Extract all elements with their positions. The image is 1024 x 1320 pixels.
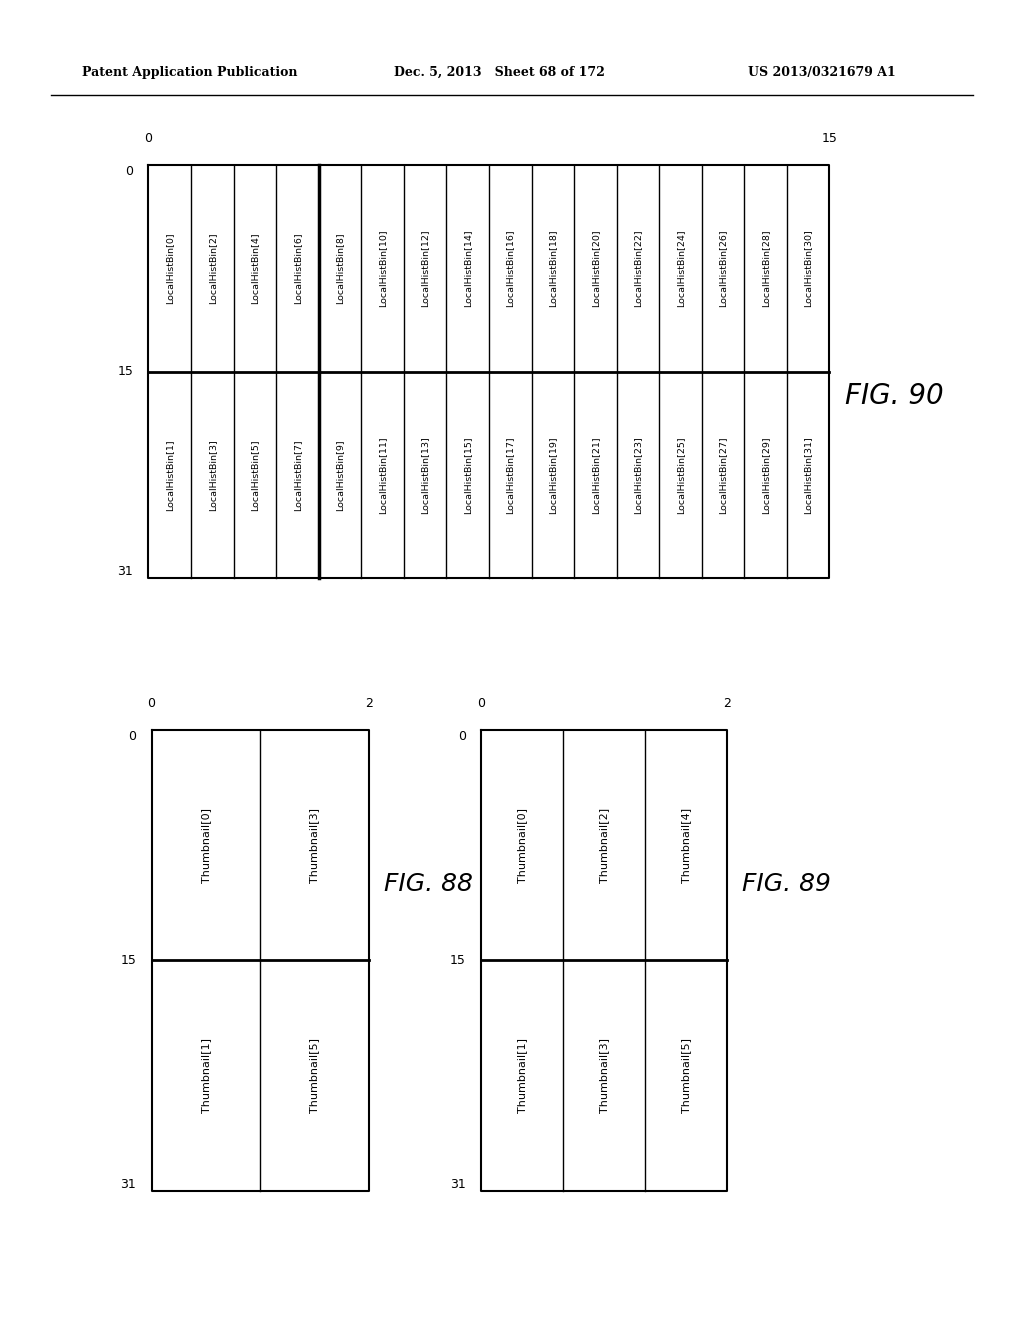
Text: LocalHistBin[5]: LocalHistBin[5] xyxy=(251,440,259,511)
Text: 0: 0 xyxy=(144,132,153,145)
Text: LocalHistBin[9]: LocalHistBin[9] xyxy=(336,440,344,511)
Text: Patent Application Publication: Patent Application Publication xyxy=(82,66,297,79)
Text: LocalHistBin[4]: LocalHistBin[4] xyxy=(251,232,259,304)
Text: 31: 31 xyxy=(451,1177,466,1191)
Text: Thumbnail[0]: Thumbnail[0] xyxy=(201,808,211,883)
Text: 2: 2 xyxy=(365,697,373,710)
Text: Thumbnail[3]: Thumbnail[3] xyxy=(599,1038,609,1113)
Text: LocalHistBin[7]: LocalHistBin[7] xyxy=(293,440,302,511)
Text: Thumbnail[1]: Thumbnail[1] xyxy=(517,1038,527,1113)
Text: FIG. 88: FIG. 88 xyxy=(384,873,473,896)
Text: 15: 15 xyxy=(821,132,838,145)
Text: LocalHistBin[6]: LocalHistBin[6] xyxy=(293,232,302,304)
Text: LocalHistBin[31]: LocalHistBin[31] xyxy=(804,436,813,513)
Text: US 2013/0321679 A1: US 2013/0321679 A1 xyxy=(748,66,895,79)
Text: LocalHistBin[27]: LocalHistBin[27] xyxy=(719,436,727,513)
Text: LocalHistBin[17]: LocalHistBin[17] xyxy=(506,436,515,513)
Text: Thumbnail[1]: Thumbnail[1] xyxy=(201,1038,211,1113)
Text: Thumbnail[3]: Thumbnail[3] xyxy=(309,808,319,883)
Text: LocalHistBin[1]: LocalHistBin[1] xyxy=(165,440,174,511)
Text: LocalHistBin[0]: LocalHistBin[0] xyxy=(165,232,174,304)
Text: LocalHistBin[13]: LocalHistBin[13] xyxy=(421,436,430,513)
Text: LocalHistBin[26]: LocalHistBin[26] xyxy=(719,230,727,308)
Text: Thumbnail[2]: Thumbnail[2] xyxy=(599,808,609,883)
Text: LocalHistBin[30]: LocalHistBin[30] xyxy=(804,230,813,308)
Text: LocalHistBin[22]: LocalHistBin[22] xyxy=(634,230,642,308)
Text: LocalHistBin[28]: LocalHistBin[28] xyxy=(761,230,770,308)
Text: LocalHistBin[20]: LocalHistBin[20] xyxy=(591,230,600,308)
Text: 31: 31 xyxy=(121,1177,136,1191)
Text: LocalHistBin[24]: LocalHistBin[24] xyxy=(676,230,685,308)
Text: LocalHistBin[16]: LocalHistBin[16] xyxy=(506,230,515,308)
Text: Dec. 5, 2013   Sheet 68 of 172: Dec. 5, 2013 Sheet 68 of 172 xyxy=(394,66,605,79)
Text: 0: 0 xyxy=(147,697,156,710)
Text: LocalHistBin[25]: LocalHistBin[25] xyxy=(676,436,685,513)
Text: Thumbnail[0]: Thumbnail[0] xyxy=(517,808,527,883)
Text: 0: 0 xyxy=(458,730,466,743)
Text: Thumbnail[4]: Thumbnail[4] xyxy=(681,808,691,883)
Text: 15: 15 xyxy=(117,366,133,378)
Text: LocalHistBin[2]: LocalHistBin[2] xyxy=(208,232,217,304)
Text: Thumbnail[5]: Thumbnail[5] xyxy=(309,1038,319,1113)
Text: LocalHistBin[11]: LocalHistBin[11] xyxy=(378,436,387,513)
Text: 2: 2 xyxy=(723,697,731,710)
Text: FIG. 89: FIG. 89 xyxy=(742,873,831,896)
Text: LocalHistBin[18]: LocalHistBin[18] xyxy=(548,230,557,308)
Text: 0: 0 xyxy=(128,730,136,743)
Text: LocalHistBin[8]: LocalHistBin[8] xyxy=(336,232,344,304)
Text: LocalHistBin[23]: LocalHistBin[23] xyxy=(634,436,642,513)
Text: LocalHistBin[29]: LocalHistBin[29] xyxy=(761,436,770,513)
Text: 15: 15 xyxy=(450,954,466,966)
Text: FIG. 90: FIG. 90 xyxy=(845,381,943,411)
Text: 0: 0 xyxy=(125,165,133,178)
Text: LocalHistBin[15]: LocalHistBin[15] xyxy=(463,436,472,513)
Text: LocalHistBin[10]: LocalHistBin[10] xyxy=(378,230,387,308)
Text: LocalHistBin[19]: LocalHistBin[19] xyxy=(548,436,557,513)
Text: LocalHistBin[21]: LocalHistBin[21] xyxy=(591,436,600,513)
Text: 15: 15 xyxy=(120,954,136,966)
Text: LocalHistBin[3]: LocalHistBin[3] xyxy=(208,440,217,511)
Text: LocalHistBin[12]: LocalHistBin[12] xyxy=(421,230,430,308)
Text: LocalHistBin[14]: LocalHistBin[14] xyxy=(463,230,472,308)
Text: 31: 31 xyxy=(118,565,133,578)
Text: 0: 0 xyxy=(477,697,485,710)
Text: Thumbnail[5]: Thumbnail[5] xyxy=(681,1038,691,1113)
